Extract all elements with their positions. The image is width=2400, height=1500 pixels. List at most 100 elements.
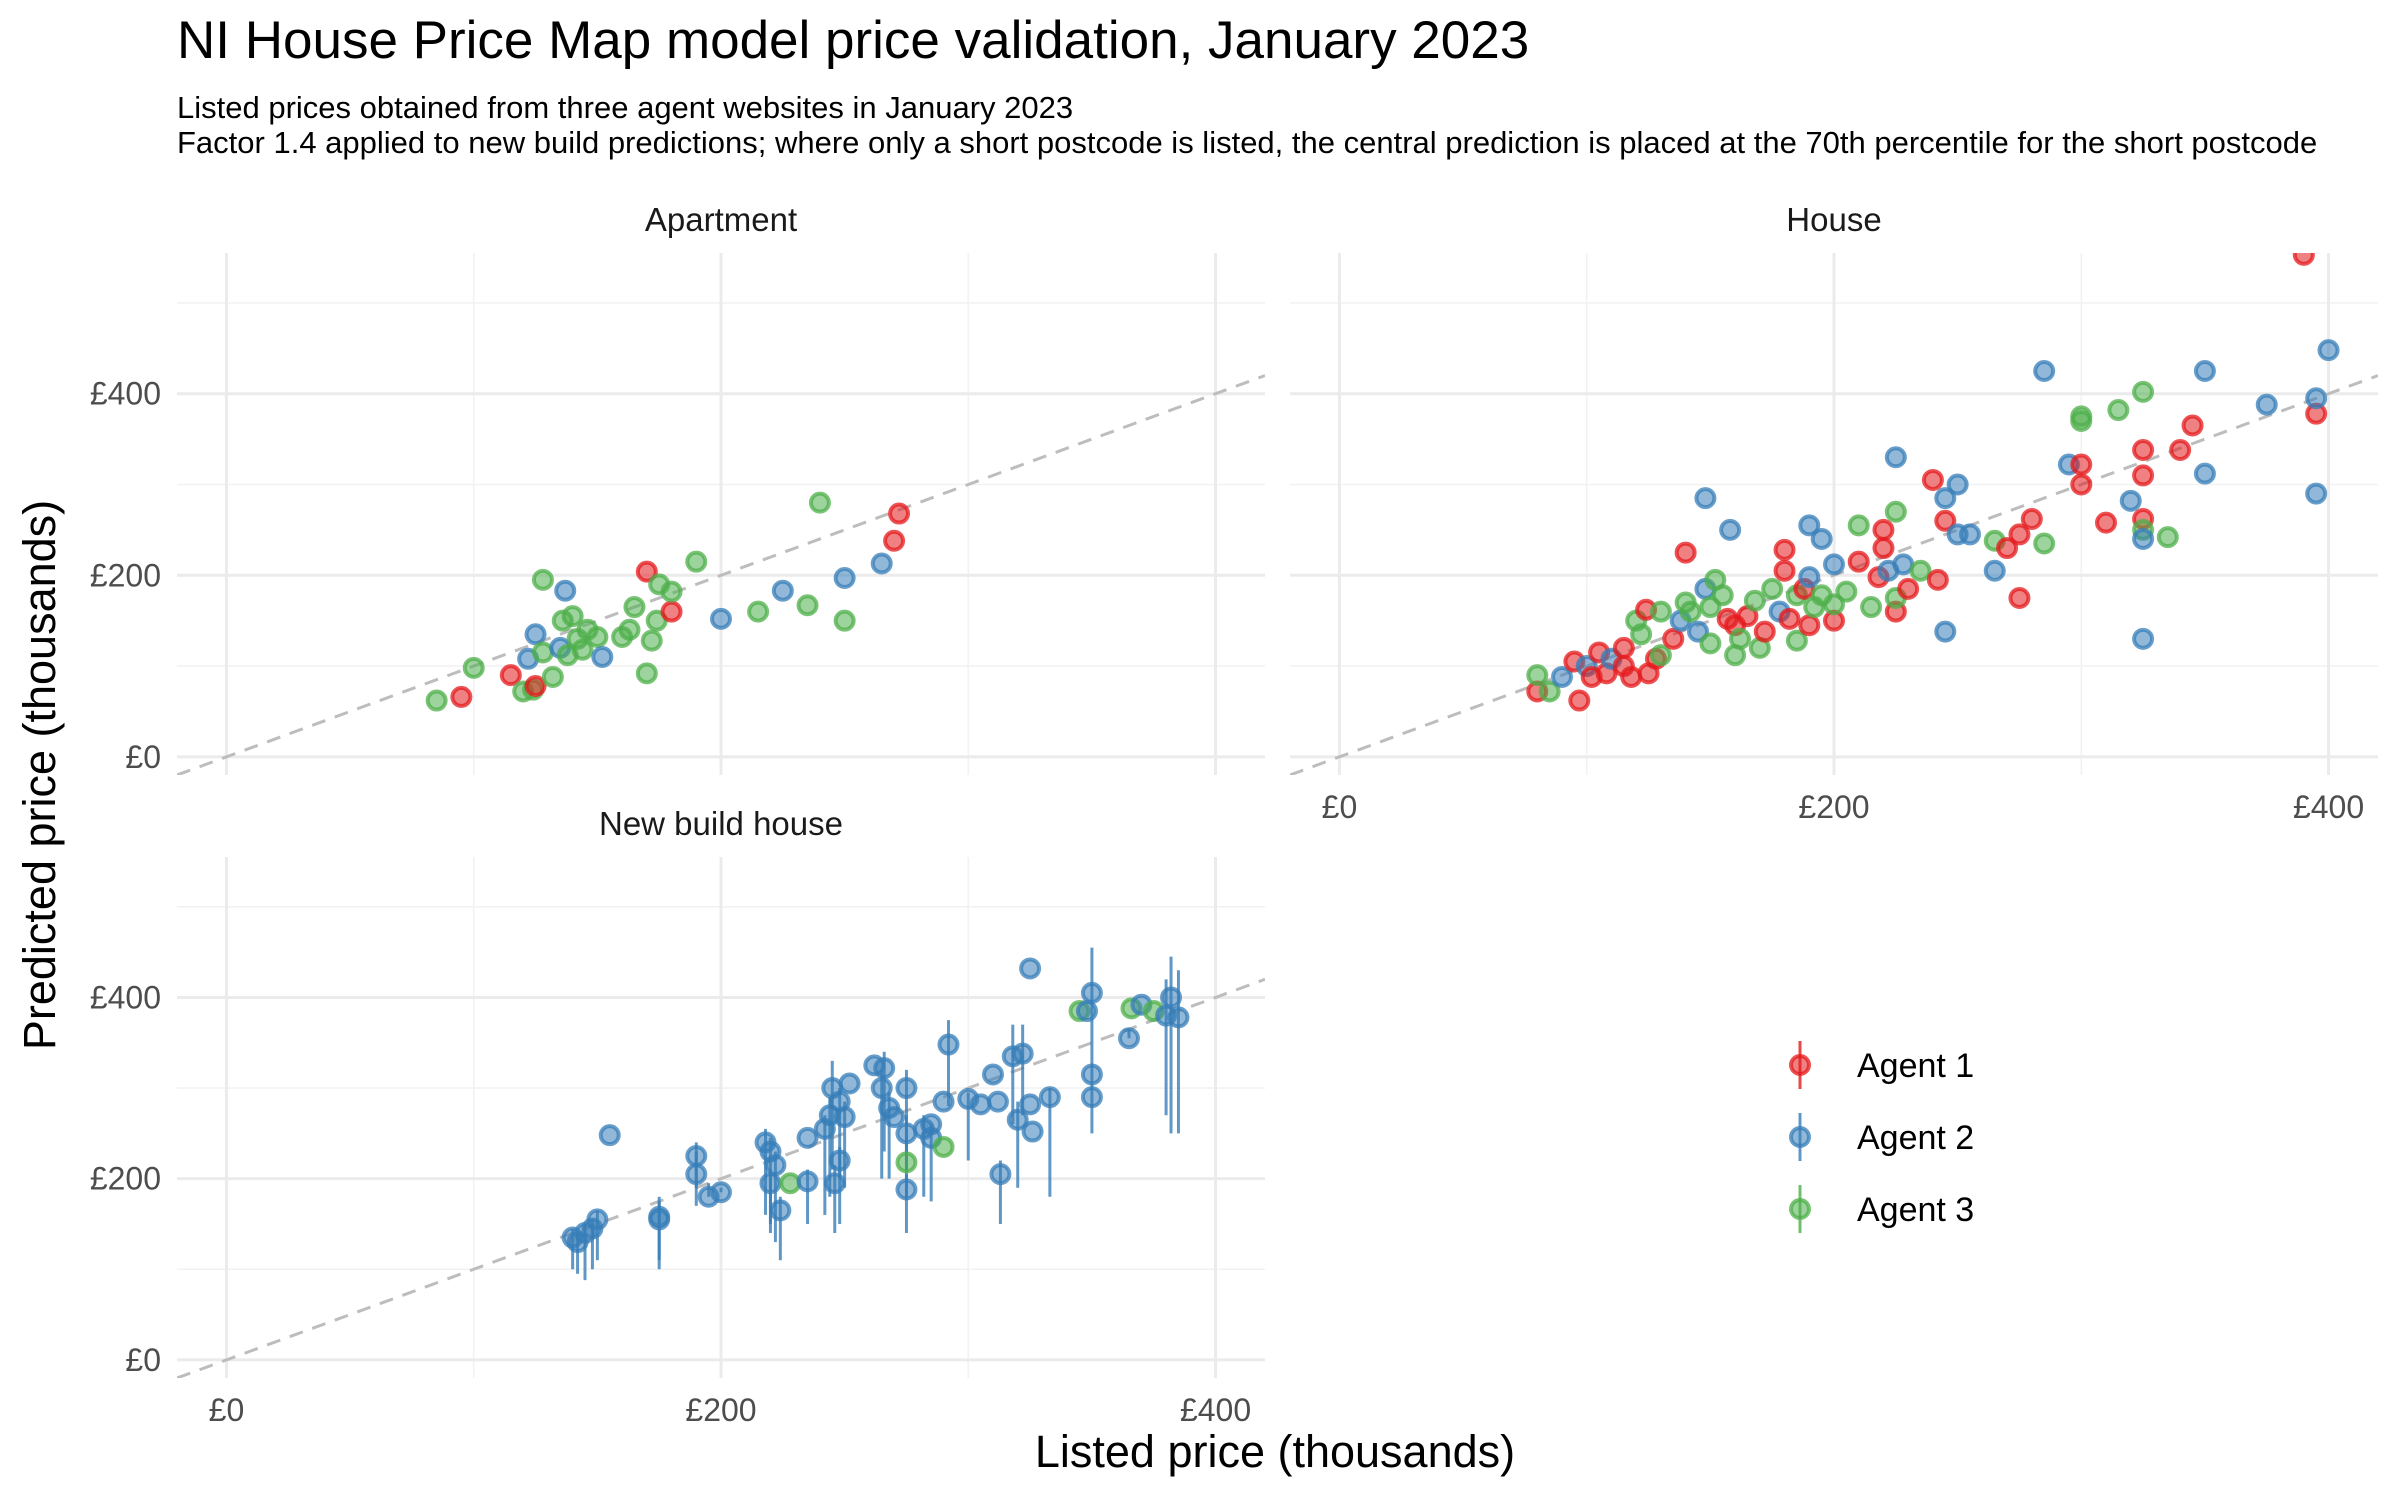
data-point: [462, 656, 485, 679]
data-area: [177, 374, 1265, 775]
data-point: [1934, 620, 1957, 643]
data-point: [2095, 511, 2117, 534]
data-point: [531, 641, 554, 664]
data-point: [1620, 665, 1643, 688]
data-point: [1719, 518, 1742, 541]
data-point: [1946, 473, 1969, 496]
data-point: [1823, 593, 1845, 616]
data-point: [685, 550, 708, 573]
data-point: [2070, 405, 2093, 428]
data-point: [1526, 664, 1549, 687]
reference-line: [177, 977, 1265, 1378]
data-point: [883, 529, 906, 552]
data-point: [1959, 523, 1981, 546]
data-point: [1662, 627, 1685, 650]
data-point: [640, 629, 663, 652]
data-point: [2132, 464, 2155, 487]
data-point: [838, 1072, 861, 1095]
data-point: [1080, 1063, 1103, 1086]
x-tick-label: £200: [685, 1392, 756, 1428]
data-point: [710, 1181, 732, 1204]
data-point: [1872, 518, 1895, 541]
data-point: [771, 579, 794, 602]
data-point: [1679, 600, 1702, 623]
data-point: [1080, 1086, 1103, 1109]
y-tick-label: £0: [125, 739, 161, 775]
data-point: [833, 1106, 856, 1129]
data-point: [779, 1172, 802, 1195]
data-point: [1892, 553, 1915, 576]
panel-apartment: Apartment £0 £200 £400: [90, 201, 1265, 775]
data-point: [1630, 623, 1653, 646]
x-tick-label: £400: [2293, 789, 2364, 825]
data-point: [1996, 537, 2019, 560]
data-point: [982, 1063, 1004, 1086]
data-point: [1761, 577, 1784, 600]
y-tick-label: £200: [90, 557, 161, 593]
data-point: [2132, 627, 2155, 650]
data-point: [833, 609, 856, 632]
data-point: [833, 567, 856, 590]
data-point: [618, 618, 641, 641]
data-point: [2132, 438, 2155, 461]
data-point: [888, 502, 911, 525]
data-point: [1810, 527, 1833, 550]
data-point: [1743, 589, 1766, 612]
data-point: [1884, 446, 1907, 469]
data-point: [1649, 600, 1672, 623]
data-point: [870, 1077, 893, 1100]
data-point: [2317, 339, 2340, 362]
data-point: [1921, 468, 1944, 491]
data-point: [2070, 473, 2093, 496]
data-point: [425, 689, 448, 712]
data-point: [932, 1135, 955, 1158]
data-point: [531, 568, 554, 591]
data-point: [1934, 487, 1957, 510]
data-point: [1872, 537, 1895, 560]
data-point: [1860, 596, 1883, 619]
x-tick-label: £0: [1322, 789, 1358, 825]
data-point: [989, 1163, 1012, 1186]
data-point: [1926, 568, 1949, 591]
data-point: [660, 600, 683, 623]
data-point: [2033, 532, 2056, 555]
data-point: [1847, 550, 1870, 573]
data-point: [685, 1145, 708, 1168]
data-point: [2132, 380, 2155, 403]
legend: Agent 1 Agent 2 Agent 3: [1789, 1041, 1974, 1233]
data-point: [2020, 507, 2043, 530]
y-tick-label: £400: [90, 979, 161, 1015]
data-point: [1778, 607, 1801, 630]
data-point: [796, 1170, 819, 1193]
data-area: [1290, 253, 2378, 775]
data-point: [1568, 689, 1591, 712]
data-point: [2292, 253, 2315, 266]
data-point: [524, 623, 547, 646]
legend-label: Agent 2: [1857, 1119, 1974, 1157]
y-tick-label: £0: [125, 1342, 161, 1378]
data-point: [2193, 462, 2216, 485]
data-point: [1798, 566, 1821, 589]
y-axis-title: Predicted price (thousands): [14, 500, 65, 1050]
data-point: [571, 638, 594, 661]
data-point: [635, 560, 658, 583]
data-point: [1823, 553, 1845, 576]
data-point: [2008, 586, 2031, 609]
data-point: [1785, 629, 1808, 652]
data-point: [541, 665, 564, 688]
data-point: [796, 1126, 819, 1149]
data-point: [1835, 580, 1858, 603]
data-point: [1612, 636, 1635, 659]
data-point: [969, 1093, 992, 1116]
y-tick-label: £400: [90, 376, 161, 412]
data-point: [1551, 665, 1573, 688]
legend-item: Agent 2: [1789, 1113, 1974, 1161]
data-point: [2008, 523, 2031, 546]
data-point: [1729, 627, 1752, 650]
data-point: [1847, 514, 1870, 537]
data-point: [450, 685, 473, 708]
data-point: [623, 596, 646, 619]
data-point: [2132, 527, 2155, 550]
x-tick-label: £400: [1180, 1392, 1251, 1428]
